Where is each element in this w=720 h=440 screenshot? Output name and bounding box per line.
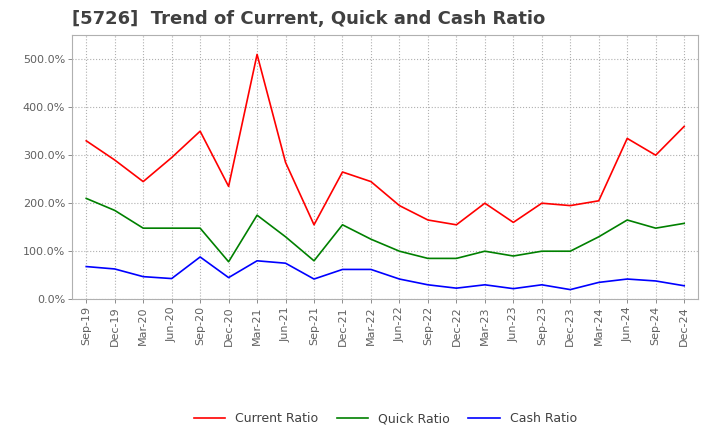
Quick Ratio [595,234,603,239]
Cash Ratio [509,286,518,291]
Cash Ratio [253,258,261,264]
Cash Ratio [225,275,233,280]
Cash Ratio [282,260,290,266]
Quick Ratio [509,253,518,259]
Quick Ratio [395,249,404,254]
Cash Ratio [338,267,347,272]
Quick Ratio [282,234,290,239]
Cash Ratio [366,267,375,272]
Current Ratio [338,169,347,175]
Quick Ratio [310,258,318,264]
Quick Ratio [623,217,631,223]
Quick Ratio [537,249,546,254]
Cash Ratio [537,282,546,287]
Current Ratio [480,201,489,206]
Quick Ratio [167,226,176,231]
Current Ratio [652,153,660,158]
Quick Ratio [253,213,261,218]
Quick Ratio [139,226,148,231]
Cash Ratio [680,283,688,288]
Line: Cash Ratio: Cash Ratio [86,257,684,290]
Cash Ratio [110,266,119,271]
Current Ratio [566,203,575,208]
Cash Ratio [452,286,461,291]
Current Ratio [595,198,603,203]
Current Ratio [395,203,404,208]
Current Ratio [110,158,119,163]
Cash Ratio [480,282,489,287]
Current Ratio [310,222,318,227]
Legend: Current Ratio, Quick Ratio, Cash Ratio: Current Ratio, Quick Ratio, Cash Ratio [189,407,582,430]
Line: Quick Ratio: Quick Ratio [86,198,684,262]
Quick Ratio [366,237,375,242]
Current Ratio [167,155,176,160]
Quick Ratio [652,226,660,231]
Cash Ratio [566,287,575,292]
Cash Ratio [423,282,432,287]
Quick Ratio [110,208,119,213]
Cash Ratio [595,280,603,285]
Text: [5726]  Trend of Current, Quick and Cash Ratio: [5726] Trend of Current, Quick and Cash … [72,10,545,28]
Cash Ratio [196,254,204,260]
Current Ratio [366,179,375,184]
Current Ratio [82,138,91,143]
Cash Ratio [310,276,318,282]
Quick Ratio [480,249,489,254]
Current Ratio [282,160,290,165]
Current Ratio [537,201,546,206]
Cash Ratio [139,274,148,279]
Current Ratio [423,217,432,223]
Current Ratio [253,52,261,57]
Current Ratio [196,128,204,134]
Current Ratio [623,136,631,141]
Line: Current Ratio: Current Ratio [86,55,684,225]
Quick Ratio [225,259,233,264]
Quick Ratio [82,196,91,201]
Quick Ratio [423,256,432,261]
Quick Ratio [680,221,688,226]
Quick Ratio [566,249,575,254]
Quick Ratio [452,256,461,261]
Cash Ratio [395,276,404,282]
Current Ratio [139,179,148,184]
Quick Ratio [338,222,347,227]
Current Ratio [225,184,233,189]
Current Ratio [509,220,518,225]
Current Ratio [680,124,688,129]
Current Ratio [452,222,461,227]
Quick Ratio [196,226,204,231]
Cash Ratio [82,264,91,269]
Cash Ratio [167,276,176,281]
Cash Ratio [623,276,631,282]
Cash Ratio [652,279,660,284]
